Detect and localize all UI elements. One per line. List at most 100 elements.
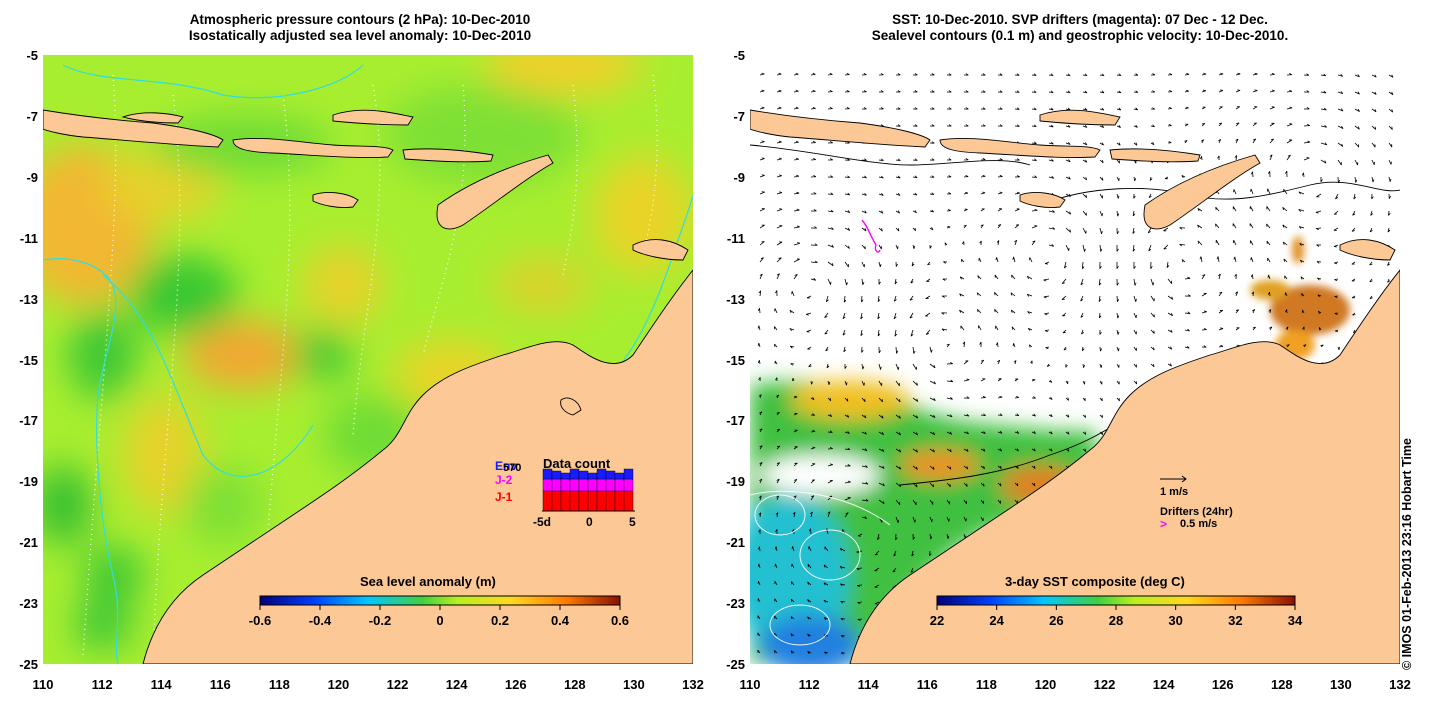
velocity-arrow [861, 192, 867, 196]
velocity-arrow [1387, 261, 1391, 266]
velocity-arrow [1334, 312, 1339, 315]
velocity-arrow [1302, 326, 1305, 331]
velocity-arrow [997, 448, 1003, 452]
velocity-arrow [941, 312, 948, 315]
velocity-arrow [1370, 210, 1374, 216]
velocity-arrow [878, 363, 882, 370]
velocity-arrow [1031, 141, 1037, 145]
velocity-arrow [1150, 295, 1155, 302]
velocity-arrow [1048, 414, 1053, 418]
velocity-arrow [861, 465, 868, 468]
velocity-arrow [1201, 123, 1206, 127]
x-tick-label: 114 [857, 677, 879, 692]
velocity-arrow [946, 431, 953, 435]
velocity-arrow [997, 107, 1003, 110]
x-tick-label: 132 [1389, 677, 1411, 692]
velocity-arrow [1065, 73, 1071, 76]
velocity-arrow [773, 326, 778, 331]
sealevel-contours [750, 490, 891, 646]
velocity-arrow [810, 511, 813, 518]
velocity-arrow [1065, 431, 1070, 435]
count-bar-segment [587, 472, 598, 480]
velocity-arrow [1048, 107, 1054, 111]
velocity-arrow [1184, 311, 1191, 315]
velocity-arrow [842, 312, 846, 320]
velocity-arrow [929, 499, 934, 505]
velocity-arrow [1215, 223, 1220, 229]
velocity-arrow [1354, 176, 1358, 183]
velocity-arrow [997, 224, 1002, 229]
velocity-arrow [1267, 274, 1271, 280]
velocity-arrow [929, 380, 936, 385]
velocity-arrow [827, 209, 834, 213]
velocity-arrow [827, 495, 833, 501]
velocity-arrow [1099, 329, 1102, 335]
velocity-arrow [1250, 171, 1254, 178]
velocity-arrow [1061, 295, 1067, 300]
velocity-arrow [1184, 345, 1190, 349]
velocity-arrow [997, 378, 1002, 382]
velocity-arrow [1252, 326, 1256, 331]
velocity-arrow [963, 482, 968, 487]
velocity-arrow [980, 124, 986, 127]
velocity-arrow [793, 429, 798, 433]
velocity-arrow [793, 225, 800, 229]
velocity-arrow [1201, 274, 1206, 280]
velocity-arrow [1133, 278, 1137, 286]
melville-island [1339, 239, 1396, 261]
count-bar-segment [596, 478, 607, 492]
melville-island [632, 239, 689, 261]
velocity-arrow [1031, 107, 1037, 110]
velocity-arrow [1062, 329, 1067, 334]
velocity-arrow [895, 397, 901, 403]
velocity-arrow [1116, 227, 1119, 235]
velocity-arrow [1387, 227, 1391, 233]
velocity-arrow [1252, 309, 1256, 314]
velocity-arrow [1048, 448, 1053, 452]
velocity-arrow [827, 244, 834, 248]
velocity-arrow [1150, 90, 1156, 93]
velocity-arrow [978, 257, 982, 263]
count-bar-segment [569, 490, 580, 512]
velocity-arrow [1268, 291, 1271, 297]
velocity-arrow [759, 72, 765, 76]
velocity-arrow [793, 157, 799, 161]
velocity-arrow [1028, 344, 1033, 348]
velocity-arrow [1150, 312, 1155, 318]
wetar-island [1039, 109, 1121, 126]
velocity-arrow [1150, 363, 1155, 368]
velocity-arrow [1150, 124, 1155, 128]
velocity-arrow [877, 295, 881, 303]
velocity-arrow [925, 295, 931, 300]
velocity-arrow [1354, 108, 1360, 112]
velocity-arrow [895, 516, 900, 523]
velocity-arrow [912, 73, 918, 76]
velocity-arrow [1234, 155, 1238, 161]
velocity-arrow [757, 307, 761, 314]
velocity-arrow [1354, 142, 1360, 148]
velocity-arrow [877, 533, 880, 540]
count-bar-segment [614, 472, 625, 480]
velocity-arrow [1082, 244, 1086, 252]
velocity-arrow [1217, 155, 1220, 161]
velocity-arrow [810, 226, 818, 229]
land [43, 109, 693, 664]
y-tick-label: -21 [726, 535, 745, 551]
velocity-arrow [775, 529, 778, 535]
velocity-arrow [1235, 122, 1240, 127]
velocity-arrow [808, 528, 812, 535]
velocity-arrow [810, 89, 816, 93]
velocity-arrow [1179, 227, 1186, 230]
velocity-arrow [980, 224, 984, 229]
velocity-arrow [895, 244, 899, 250]
velocity-arrow [1167, 141, 1172, 144]
velocity-arrow [1133, 73, 1139, 76]
velocity-arrow [946, 90, 952, 93]
velocity-arrow [1351, 278, 1356, 282]
velocity-arrow [929, 141, 935, 144]
velocity-arrow [844, 261, 849, 268]
velocity-arrow [980, 482, 985, 487]
sla-colorbar-label: Sea level anomaly (m) [360, 574, 496, 589]
velocity-arrow [874, 584, 880, 588]
velocity-arrow [895, 158, 901, 161]
